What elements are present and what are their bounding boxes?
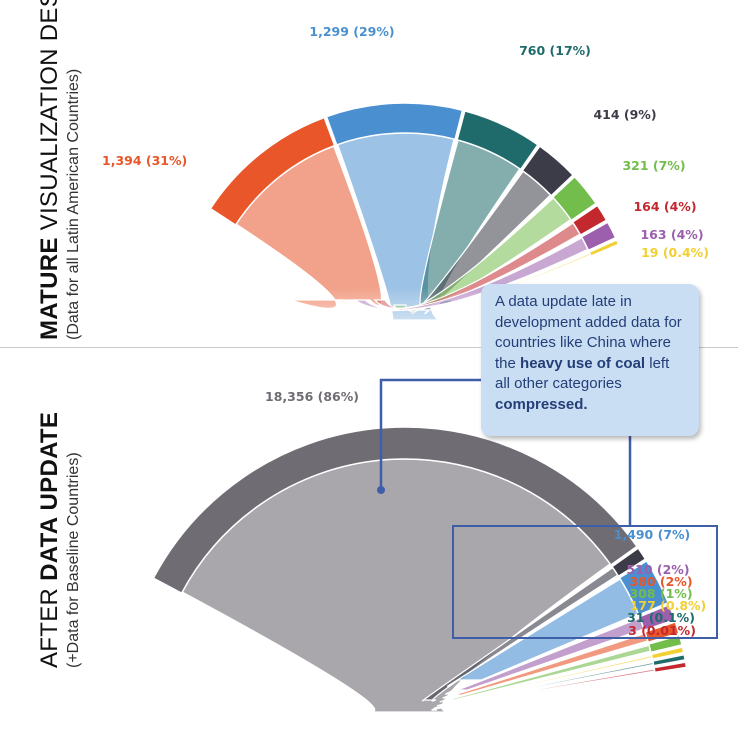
arc-segment-7 xyxy=(651,653,687,667)
segment-label-4: 321 (7%) xyxy=(622,158,685,173)
segment-label-7: 19 (0.4%) xyxy=(641,245,709,260)
section-divider xyxy=(0,347,738,348)
ribbon-4 xyxy=(442,632,649,699)
segment-label-6: 177 (0.8%) xyxy=(630,598,707,613)
arc-segment-2 xyxy=(618,559,670,616)
top-subtitle: (Data for all Latin American Countries) xyxy=(65,68,82,340)
arc-segment-3 xyxy=(521,145,575,197)
segment-label-0: 1,394 (31%) xyxy=(102,153,187,168)
arc-segment-4 xyxy=(551,175,598,222)
segment-label-1: 1,299 (29%) xyxy=(309,24,394,39)
connector-dot xyxy=(377,486,385,494)
bottom-title-main: AFTER DATA UPDATE xyxy=(36,411,63,668)
annotation-callout: A data update late in development added … xyxy=(481,284,699,436)
segment-label-3: 510 (2%) xyxy=(626,562,689,577)
segment-label-6: 163 (4%) xyxy=(640,227,703,242)
ribbon-1 xyxy=(421,566,619,702)
arc-segment-3 xyxy=(638,603,676,632)
segment-label-2: 1,490 (7%) xyxy=(614,527,691,542)
bottom-vertical-title: AFTER DATA UPDATE (+Data for Baseline Co… xyxy=(36,412,84,668)
arc-segment-8 xyxy=(653,661,688,674)
arc-segment-7 xyxy=(588,238,620,258)
callout-connectors xyxy=(377,378,632,525)
ribbon-5 xyxy=(439,644,652,703)
segment-label-4: 380 (2%) xyxy=(629,574,692,589)
arc-segment-0 xyxy=(152,426,638,595)
segment-label-5: 164 (4%) xyxy=(633,199,696,214)
arc-segment-2 xyxy=(456,109,539,171)
arc-segment-6 xyxy=(580,221,617,252)
segment-label-5: 308 (1%) xyxy=(629,586,692,601)
connector-coal xyxy=(379,378,481,487)
segment-label-2: 760 (17%) xyxy=(519,43,591,58)
segment-label-8: 3 (0.01%) xyxy=(628,623,696,638)
bottom-subtitle: (+Data for Baseline Countries) xyxy=(65,452,82,668)
arc-segment-6 xyxy=(650,646,685,661)
zoom-highlight-box xyxy=(452,525,718,639)
segment-label-0: 18,356 (86%) xyxy=(265,389,359,404)
arc-segment-0 xyxy=(209,116,336,227)
segment-label-7: 31 (0.1%) xyxy=(627,610,695,625)
ribbon-8 xyxy=(431,668,656,711)
top-title-main: MATURE VISUALIZATION DESIGN xyxy=(36,0,63,340)
arc-segment-1 xyxy=(610,547,647,578)
bottom-chord-chart: 18,356 (86%) 1,490 (7%) 510 (2%)380 (2%)30… xyxy=(152,389,707,713)
arc-segment-1 xyxy=(325,102,464,146)
arc-segment-5 xyxy=(571,204,608,237)
segment-label-3: 414 (9%) xyxy=(593,107,656,122)
top-vertical-title: MATURE VISUALIZATION DESIGN (Data for al… xyxy=(36,0,84,340)
